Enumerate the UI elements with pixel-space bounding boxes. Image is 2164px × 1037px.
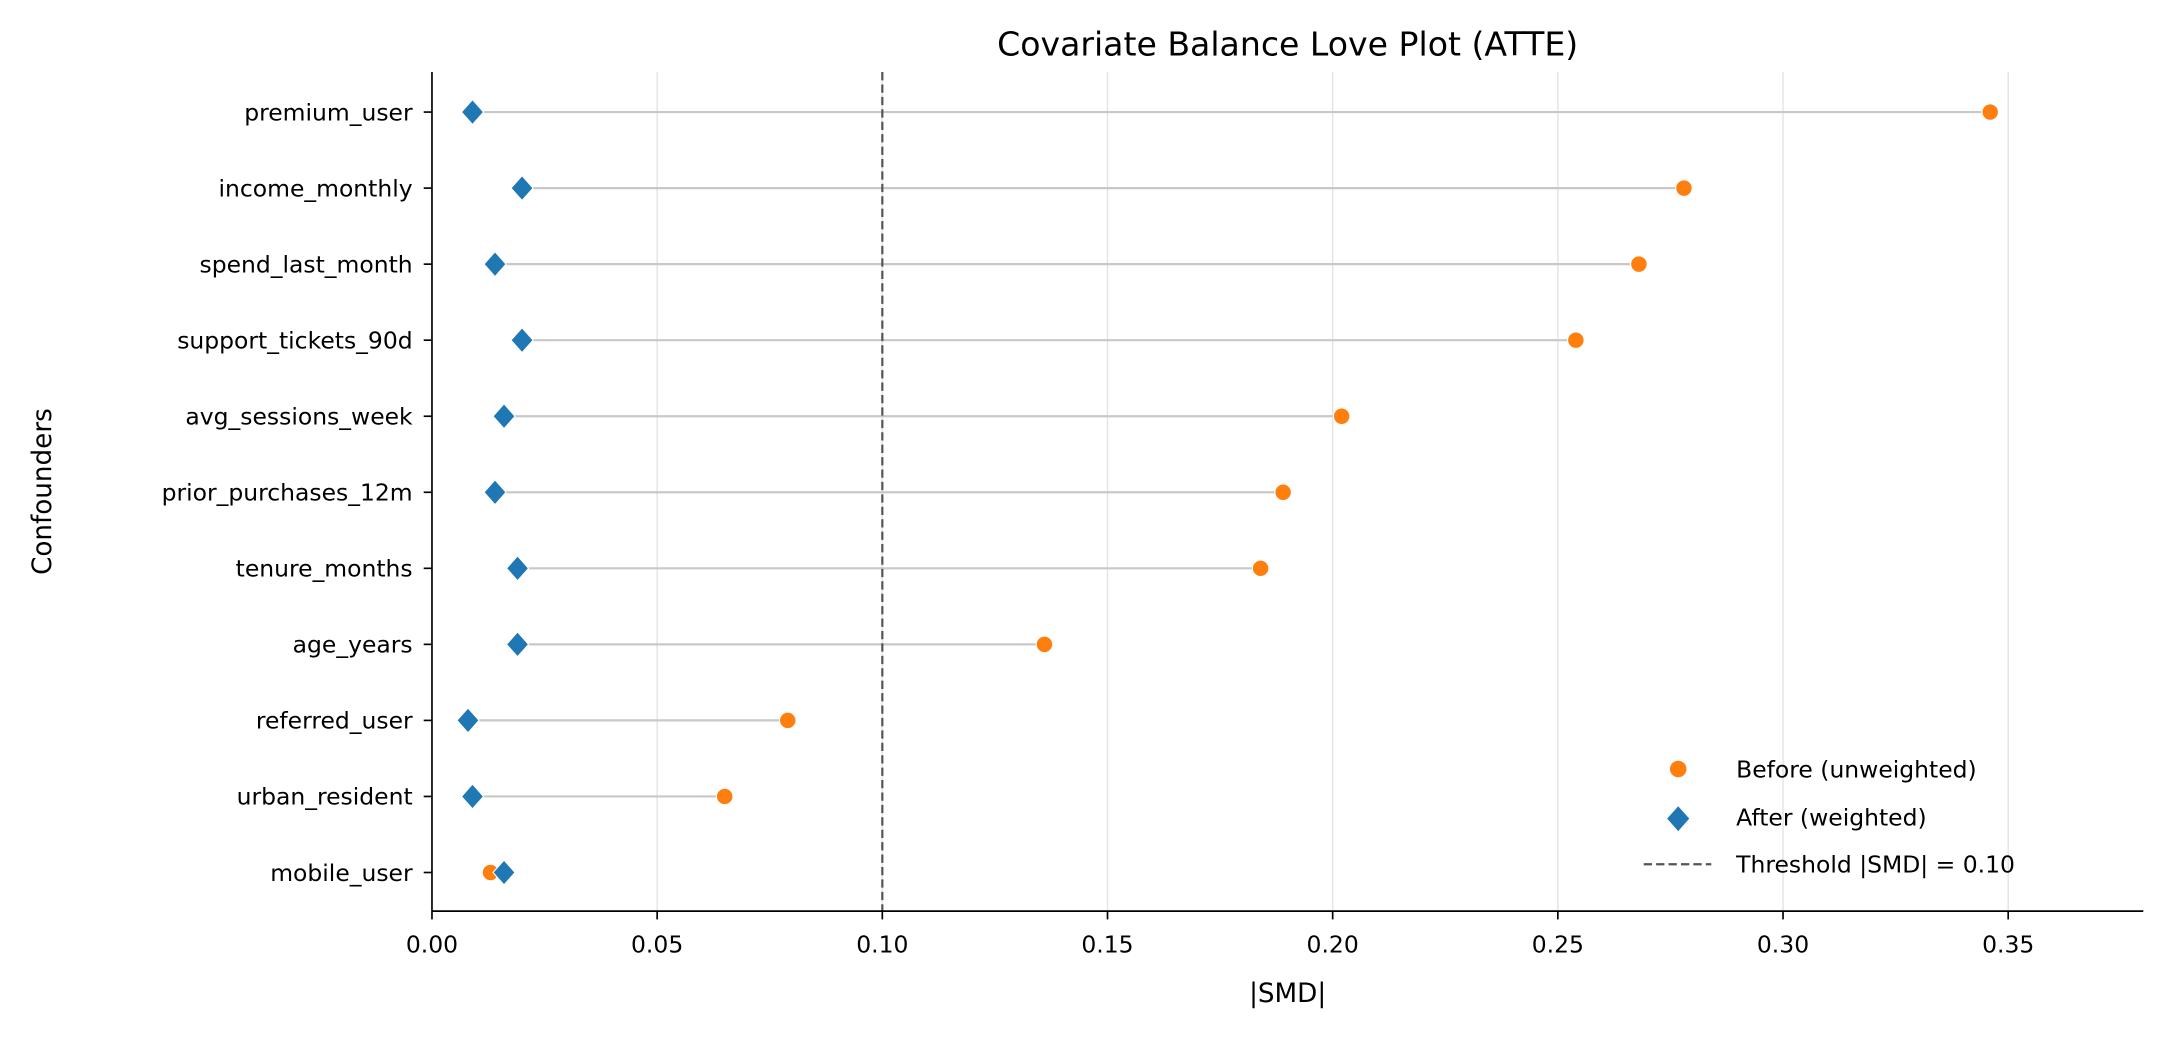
- legend: Before (unweighted) After (weighted) Thr…: [1643, 755, 2015, 878]
- y-tick-label: prior_purchases_12m: [162, 479, 413, 507]
- legend-after-label: After (weighted): [1736, 804, 1926, 832]
- before-point: [1035, 635, 1054, 654]
- x-tick-label: 0.30: [1757, 931, 1809, 959]
- before-point: [1981, 103, 2000, 121]
- before-point: [1251, 559, 1270, 578]
- x-tick-label: 0.15: [1081, 931, 1133, 959]
- before-point: [1675, 179, 1693, 197]
- y-axis-label: Confounders: [28, 408, 58, 575]
- after-point: [505, 631, 530, 658]
- chart-title: Covariate Balance Love Plot (ATTE): [997, 24, 1578, 63]
- legend-before-marker: [1669, 760, 1687, 778]
- after-point: [505, 555, 530, 582]
- x-tick-label: 0.20: [1307, 931, 1359, 959]
- y-tick-label: avg_sessions_week: [185, 403, 413, 431]
- before-point: [1630, 255, 1648, 273]
- y-tick-label: mobile_user: [270, 859, 413, 887]
- after-point: [460, 98, 485, 126]
- x-tick-label: 0.05: [631, 931, 683, 959]
- connector-lines: [467, 110, 1991, 874]
- x-axis-label: |SMD|: [1249, 979, 1326, 1009]
- after-point: [510, 326, 534, 354]
- after-point: [483, 479, 507, 506]
- legend-threshold-label: Threshold |SMD| = 0.10: [1735, 850, 2015, 878]
- y-tick-label: referred_user: [256, 707, 413, 735]
- before-point: [1274, 483, 1292, 502]
- before-point: [715, 787, 734, 806]
- after-point: [483, 250, 507, 278]
- y-tick-label: tenure_months: [236, 555, 413, 583]
- y-ticks: premium_user income_monthly spend_last_mon…: [162, 98, 432, 887]
- y-tick-label: age_years: [293, 631, 413, 659]
- before-point: [1567, 331, 1585, 350]
- after-point: [492, 859, 516, 886]
- after-point: [492, 402, 516, 430]
- y-tick-label: urban_resident: [237, 783, 413, 811]
- x-tick-label: 0.00: [406, 931, 458, 959]
- legend-after-marker: [1667, 806, 1690, 832]
- y-tick-label: support_tickets_90d: [177, 326, 412, 354]
- x-ticks: 0.00 0.05 0.10 0.15 0.20 0.25 0.30 0.35: [406, 911, 2034, 959]
- x-tick-label: 0.25: [1532, 931, 1584, 959]
- x-tick-label: 0.35: [1982, 931, 2034, 959]
- after-point: [456, 707, 480, 734]
- y-tick-label: premium_user: [244, 98, 413, 126]
- before-point: [1332, 407, 1351, 426]
- data-points: [456, 98, 2000, 886]
- before-point: [778, 711, 797, 730]
- y-tick-label: spend_last_month: [199, 250, 412, 278]
- after-point: [510, 174, 534, 202]
- after-point: [460, 783, 485, 810]
- y-tick-label: income_monthly: [218, 174, 412, 202]
- x-tick-label: 0.10: [856, 931, 908, 959]
- legend-before-label: Before (unweighted): [1736, 755, 1977, 783]
